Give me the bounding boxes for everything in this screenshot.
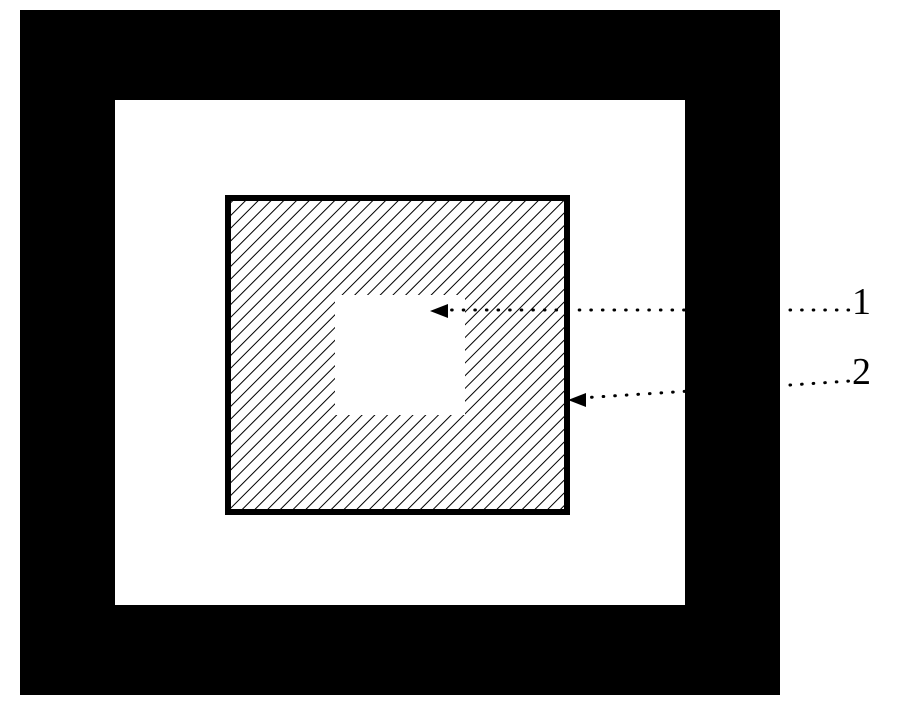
leader-arrowhead — [430, 304, 448, 318]
middle-hatched-frame — [225, 195, 570, 515]
leader-arrowhead — [568, 393, 586, 407]
concentric-squares-diagram — [20, 10, 780, 695]
leader-label-2: 2 — [852, 353, 871, 391]
leader-label-1: 1 — [852, 283, 871, 321]
